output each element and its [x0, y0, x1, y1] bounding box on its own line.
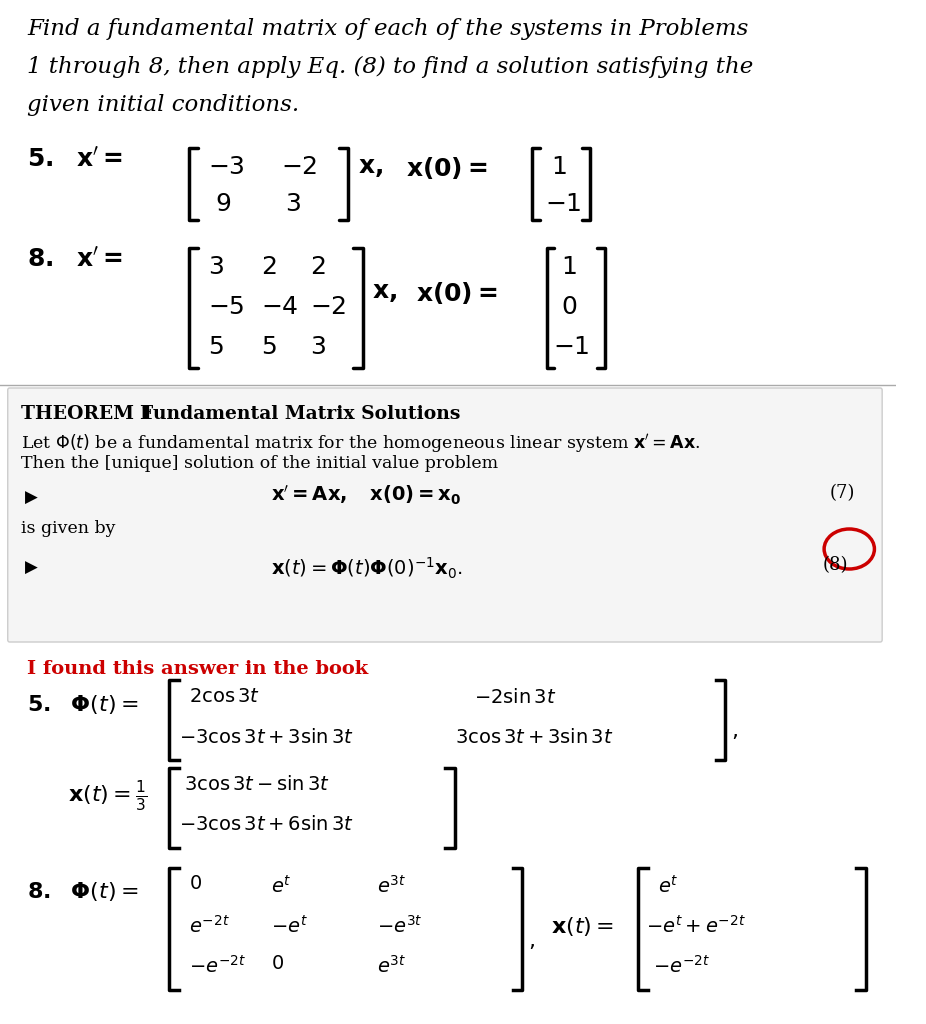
Text: Find a fundamental matrix of each of the systems in Problems: Find a fundamental matrix of each of the…: [27, 18, 748, 40]
Text: $\blacktriangleright$: $\blacktriangleright$: [21, 558, 39, 575]
Text: Let $\Phi(t)$ be a fundamental matrix for the homogeneous linear system $\mathbf: Let $\Phi(t)$ be a fundamental matrix fo…: [21, 432, 701, 455]
Text: Fundamental Matrix Solutions: Fundamental Matrix Solutions: [140, 406, 460, 423]
Text: $,$: $,$: [528, 930, 535, 952]
Text: $-2$: $-2$: [281, 155, 317, 179]
Text: $2\cos 3t$: $2\cos 3t$: [189, 688, 259, 706]
Text: given initial conditions.: given initial conditions.: [27, 94, 299, 116]
Text: $3\cos 3t - \sin 3t$: $3\cos 3t - \sin 3t$: [183, 775, 330, 794]
Text: $-e^t + e^{-2t}$: $-e^t + e^{-2t}$: [646, 915, 746, 937]
Text: $e^t$: $e^t$: [657, 874, 679, 897]
Text: $e^{3t}$: $e^{3t}$: [377, 874, 407, 897]
Text: $3$: $3$: [309, 335, 325, 359]
Text: (8): (8): [822, 556, 847, 574]
FancyBboxPatch shape: [7, 388, 882, 642]
Text: $-2\sin 3t$: $-2\sin 3t$: [474, 688, 557, 707]
Text: $5$: $5$: [208, 335, 223, 359]
Text: $-4$: $-4$: [261, 295, 299, 319]
Text: $-e^{3t}$: $-e^{3t}$: [377, 915, 423, 937]
Text: $-e^t$: $-e^t$: [270, 915, 307, 937]
Text: 1 through 8, then apply Eq. (8) to find a solution satisfying the: 1 through 8, then apply Eq. (8) to find …: [27, 56, 754, 78]
Text: THEOREM 1: THEOREM 1: [21, 406, 154, 423]
Text: $-5$: $-5$: [208, 295, 244, 319]
Text: $\mathbf{x}(t) =$: $\mathbf{x}(t) =$: [551, 915, 614, 938]
Text: $-e^{-2t}$: $-e^{-2t}$: [653, 955, 710, 977]
Text: $-3\cos 3t + 3\sin 3t$: $-3\cos 3t + 3\sin 3t$: [179, 728, 354, 746]
Text: $e^t$: $e^t$: [270, 874, 292, 897]
Text: $0$: $0$: [189, 874, 202, 893]
Text: $1$: $1$: [551, 155, 567, 179]
Text: $-1$: $-1$: [544, 193, 582, 216]
Text: $\mathbf{x,}$: $\mathbf{x,}$: [357, 155, 382, 179]
Text: $e^{-2t}$: $e^{-2t}$: [189, 915, 230, 937]
Text: $3$: $3$: [285, 193, 301, 216]
Text: $-3\cos 3t + 6\sin 3t$: $-3\cos 3t + 6\sin 3t$: [179, 815, 354, 834]
Text: $3\cos 3t + 3\sin 3t$: $3\cos 3t + 3\sin 3t$: [455, 728, 613, 746]
Text: $0$: $0$: [270, 955, 283, 973]
Text: I found this answer in the book: I found this answer in the book: [27, 660, 369, 678]
Text: $-1$: $-1$: [553, 335, 590, 359]
Text: $9$: $9$: [215, 193, 231, 216]
Text: $\blacktriangleright$: $\blacktriangleright$: [21, 488, 39, 506]
Text: $\mathbf{x(0) =}$: $\mathbf{x(0) =}$: [407, 155, 488, 181]
Text: $0$: $0$: [561, 295, 577, 319]
Text: $\mathbf{8.}$  $\mathbf{x' =}$: $\mathbf{8.}$ $\mathbf{x' =}$: [27, 248, 123, 272]
Text: $\mathbf{x(0) =}$: $\mathbf{x(0) =}$: [416, 280, 497, 306]
Text: $-3$: $-3$: [208, 155, 244, 179]
Text: $2$: $2$: [309, 255, 325, 279]
Text: is given by: is given by: [21, 520, 116, 537]
Text: $5$: $5$: [261, 335, 277, 359]
Text: $2$: $2$: [261, 255, 277, 279]
Text: (7): (7): [830, 484, 856, 502]
Text: $\mathbf{x' = Ax,} \quad \mathbf{x(0) = x_0}$: $\mathbf{x' = Ax,} \quad \mathbf{x(0) = …: [270, 484, 461, 507]
Text: $\mathbf{x}(t) = \frac{1}{3}$: $\mathbf{x}(t) = \frac{1}{3}$: [68, 778, 147, 813]
Text: $e^{3t}$: $e^{3t}$: [377, 955, 407, 977]
Text: $\mathbf{x,}$: $\mathbf{x,}$: [372, 280, 397, 304]
Text: $-e^{-2t}$: $-e^{-2t}$: [189, 955, 245, 977]
Text: $\mathbf{5.}$  $\mathbf{\Phi}(t) =$: $\mathbf{5.}$ $\mathbf{\Phi}(t) =$: [27, 693, 138, 716]
Text: $\mathbf{x}(t) = \mathbf{\Phi}(t)\mathbf{\Phi}(0)^{-1}\mathbf{x}_0.$: $\mathbf{x}(t) = \mathbf{\Phi}(t)\mathbf…: [270, 556, 463, 582]
Text: $-2$: $-2$: [309, 295, 346, 319]
Text: $3$: $3$: [208, 255, 224, 279]
Text: $1$: $1$: [561, 255, 577, 279]
Text: $\mathbf{8.}$  $\mathbf{\Phi}(t) =$: $\mathbf{8.}$ $\mathbf{\Phi}(t) =$: [27, 880, 138, 903]
Text: $,$: $,$: [732, 720, 738, 742]
Text: Then the [unique] solution of the initial value problem: Then the [unique] solution of the initia…: [21, 455, 498, 472]
Text: $\mathbf{5.}$  $\mathbf{x' =}$: $\mathbf{5.}$ $\mathbf{x' =}$: [27, 148, 123, 172]
